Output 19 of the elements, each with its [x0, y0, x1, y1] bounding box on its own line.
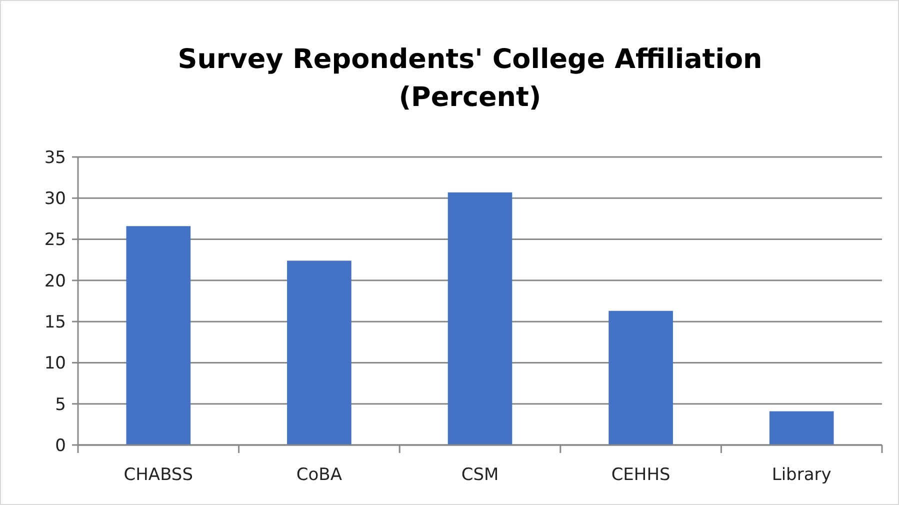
y-tick-label: 5 — [55, 394, 66, 415]
y-tick-label: 25 — [44, 230, 66, 250]
y-tick-label: 35 — [44, 148, 66, 168]
chart-title: Survey Repondents' College Affiliation (Percent) — [178, 44, 762, 113]
bar — [608, 310, 673, 445]
bar — [448, 192, 512, 445]
y-tick-label: 0 — [55, 436, 66, 456]
x-tick-label: Library — [772, 465, 832, 485]
x-tick-label: CoBA — [296, 465, 342, 485]
bar — [769, 411, 834, 445]
y-tick-label: 10 — [44, 354, 66, 374]
bar — [287, 260, 352, 445]
x-tick-label: CSM — [461, 465, 499, 485]
x-tick-label: CHABSS — [124, 465, 194, 485]
y-tick-label: 20 — [44, 271, 66, 292]
y-tick-label: 15 — [44, 312, 66, 333]
x-tick-label: CEHHS — [611, 465, 670, 485]
bar — [126, 226, 191, 445]
y-tick-label: 30 — [44, 189, 66, 210]
